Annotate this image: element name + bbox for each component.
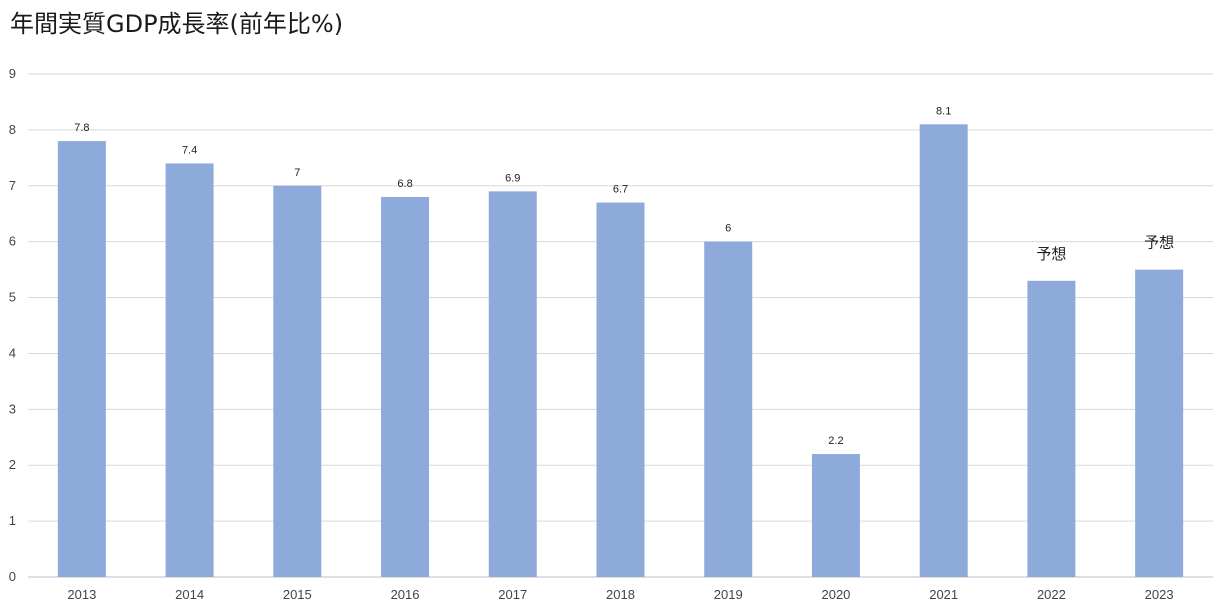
x-tick-label: 2021 bbox=[929, 587, 958, 602]
chart-title: 年間実質GDP成長率(前年比%) bbox=[10, 10, 344, 38]
data-label: 6 bbox=[725, 223, 731, 235]
y-tick-label: 7 bbox=[9, 178, 16, 193]
forecast-label: 予想 bbox=[1036, 245, 1066, 263]
bar bbox=[381, 196, 430, 577]
y-tick-label: 6 bbox=[9, 234, 16, 249]
x-tick-label: 2018 bbox=[606, 587, 635, 602]
data-label: 7.4 bbox=[182, 144, 197, 156]
y-tick-label: 0 bbox=[9, 569, 16, 584]
bar bbox=[919, 124, 968, 578]
y-tick-label: 1 bbox=[9, 513, 16, 528]
x-tick-label: 2013 bbox=[67, 587, 96, 602]
bar bbox=[273, 185, 322, 577]
forecast-label: 予想 bbox=[1144, 234, 1174, 252]
y-tick-label: 5 bbox=[9, 290, 16, 305]
bar bbox=[165, 163, 214, 577]
bar bbox=[596, 202, 645, 578]
y-tick-label: 9 bbox=[9, 66, 16, 81]
data-label: 6.7 bbox=[613, 184, 628, 196]
data-label: 7 bbox=[294, 167, 300, 179]
bar bbox=[57, 141, 106, 578]
data-label: 2.2 bbox=[828, 435, 843, 447]
y-tick-label: 2 bbox=[9, 457, 16, 472]
x-tick-label: 2023 bbox=[1145, 587, 1174, 602]
bar bbox=[1027, 280, 1076, 577]
data-label: 8.1 bbox=[936, 105, 951, 117]
y-tick-label: 8 bbox=[9, 122, 16, 137]
x-tick-label: 2019 bbox=[714, 587, 743, 602]
y-tick-label: 4 bbox=[9, 345, 16, 360]
x-tick-label: 2015 bbox=[283, 587, 312, 602]
bar bbox=[811, 454, 860, 577]
x-tick-label: 2014 bbox=[175, 587, 204, 602]
bar bbox=[1135, 269, 1184, 577]
x-tick-label: 2017 bbox=[498, 587, 527, 602]
data-label: 7.8 bbox=[74, 122, 89, 134]
bar bbox=[488, 191, 537, 577]
data-label: 6.9 bbox=[505, 172, 520, 184]
x-tick-label: 2020 bbox=[821, 587, 850, 602]
x-tick-label: 2022 bbox=[1037, 587, 1066, 602]
x-tick-label: 2016 bbox=[391, 587, 420, 602]
y-tick-label: 3 bbox=[9, 401, 16, 416]
data-label: 6.8 bbox=[397, 178, 412, 190]
bar bbox=[704, 241, 753, 577]
